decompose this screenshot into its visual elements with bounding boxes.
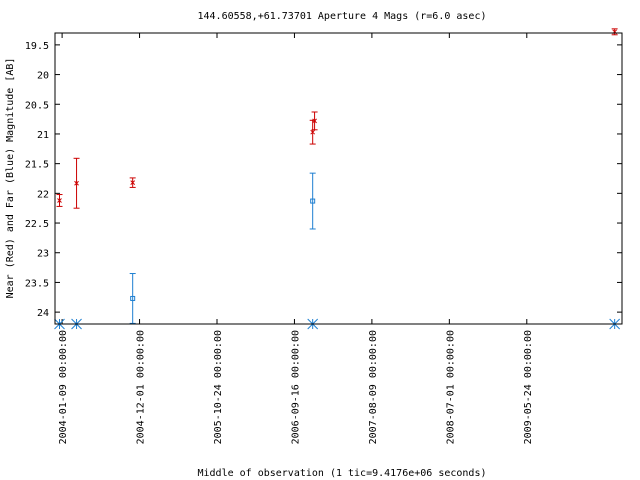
square-marker — [130, 295, 136, 301]
data-point — [129, 273, 136, 324]
y-tick-label: 22 — [37, 189, 49, 200]
square-marker — [310, 198, 316, 204]
y-tick-label: 23.5 — [25, 278, 49, 289]
data-marks — [54, 28, 621, 330]
x-tick-label: 2004-01-09 00:00:00 — [58, 330, 69, 444]
data-point — [56, 194, 63, 207]
x-axis-label: Middle of observation (1 tic=9.4176e+06 … — [198, 468, 487, 479]
x-tick-label: 2006-09-16 00:00:00 — [290, 330, 301, 444]
y-tick-label: 20 — [37, 71, 49, 82]
y-tick-label: 24 — [37, 308, 49, 319]
x-tick-label: 2004-12-01 00:00:00 — [136, 330, 147, 444]
data-point — [309, 119, 316, 145]
x-marker — [74, 180, 79, 186]
y-tick-label: 22.5 — [25, 219, 49, 230]
x-tick-label: 2008-07-01 00:00:00 — [445, 330, 456, 444]
y-axis-label: Near (Red) and Far (Blue) Magnitude [AB] — [5, 58, 16, 299]
x-axis-ticks: 2004-01-09 00:00:00 2004-12-01 00:00:00 20… — [58, 33, 534, 444]
y-tick-label: 21.5 — [25, 160, 49, 171]
x-tick-label: 2005-10-24 00:00:00 — [213, 330, 224, 444]
data-point — [129, 177, 136, 188]
chart-title: 144.60558,+61.73701 Aperture 4 Mags (r=6… — [198, 11, 487, 22]
y-tick-label: 23 — [37, 249, 49, 260]
x-marker — [310, 129, 316, 135]
y-tick-label: 20.5 — [25, 100, 49, 111]
data-point — [311, 111, 318, 131]
x-marker — [130, 180, 136, 186]
y-tick-label: 21 — [37, 130, 49, 141]
x-marker — [312, 118, 317, 124]
data-point — [73, 157, 80, 209]
y-axis-ticks: 19.5 20 20.5 21 21.5 22 22.5 23 23.5 24 — [25, 41, 622, 319]
data-point — [611, 28, 618, 36]
x-tick-label: 2009-05-24 00:00:00 — [523, 330, 534, 444]
data-point — [309, 172, 316, 230]
x-tick-label: 2007-08-09 00:00:00 — [368, 330, 379, 444]
x-marker — [57, 198, 62, 203]
y-tick-label: 19.5 — [25, 41, 49, 52]
plot-frame — [54, 32, 623, 325]
